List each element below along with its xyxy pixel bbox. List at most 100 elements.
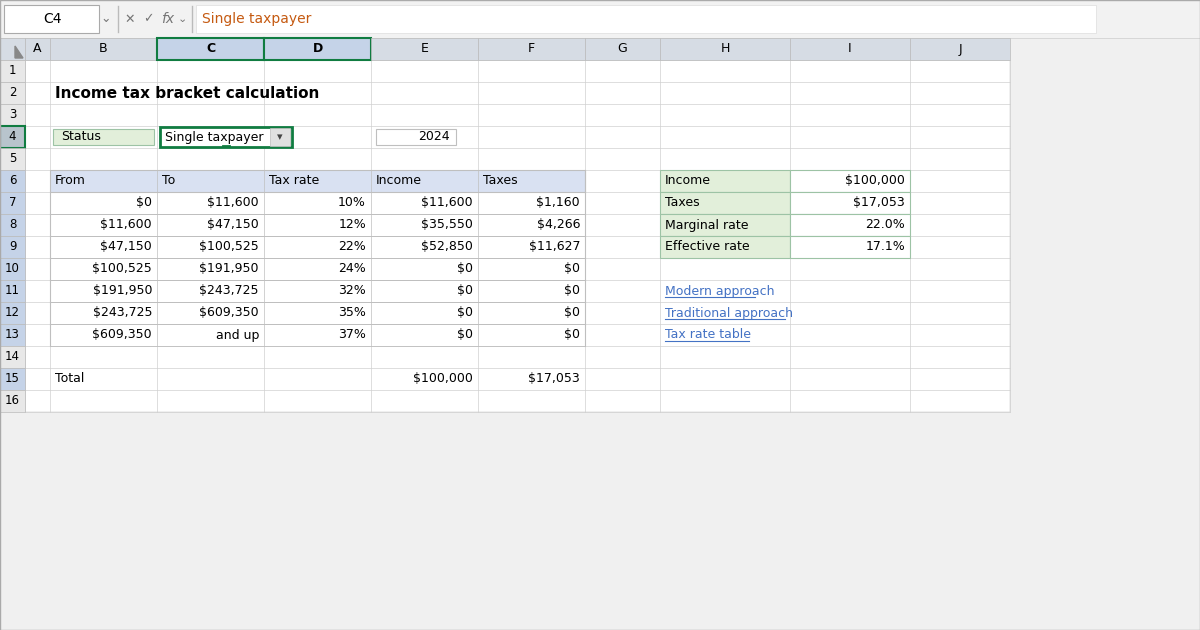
Bar [586,38,660,60]
Text: $17,053: $17,053 [853,197,905,210]
Bar [0,104,25,126]
Bar [50,170,586,192]
Text: 10: 10 [5,263,20,275]
Text: $191,950: $191,950 [199,263,259,275]
Text: Taxes: Taxes [482,175,517,188]
Bar [376,129,456,145]
Bar [371,38,478,60]
Bar [4,5,98,33]
Bar [478,38,586,60]
Text: 6: 6 [8,175,17,188]
Text: $100,525: $100,525 [92,263,152,275]
Bar [790,38,910,60]
Text: $100,000: $100,000 [413,372,473,386]
Text: Tax rate table: Tax rate table [665,328,751,341]
Bar [0,236,25,258]
Bar [25,60,1010,412]
Text: $243,725: $243,725 [199,285,259,297]
Text: A: A [34,42,42,55]
Text: $35,550: $35,550 [421,219,473,231]
Bar [660,214,790,236]
Bar [660,170,790,192]
Text: $52,850: $52,850 [421,241,473,253]
Bar [660,236,790,258]
Text: 16: 16 [5,394,20,408]
Text: $11,600: $11,600 [101,219,152,231]
Text: F: F [528,42,535,55]
Text: $4,266: $4,266 [536,219,580,231]
Text: 32%: 32% [338,285,366,297]
Text: 15: 15 [5,372,20,386]
Text: 37%: 37% [338,328,366,341]
Bar [790,236,910,258]
Text: $0: $0 [564,263,580,275]
Text: $191,950: $191,950 [92,285,152,297]
Bar [790,192,910,214]
Text: 2024: 2024 [419,130,450,144]
Text: ✕: ✕ [125,13,136,25]
Text: Single taxpayer: Single taxpayer [202,12,311,26]
Text: Income tax bracket calculation: Income tax bracket calculation [55,86,319,101]
Bar [0,324,25,346]
Text: D: D [312,42,323,55]
Bar [0,60,25,82]
Text: $609,350: $609,350 [199,307,259,319]
Text: Effective rate: Effective rate [665,241,750,253]
Bar [50,236,586,258]
Text: 3: 3 [8,108,16,122]
Bar [0,280,25,302]
Text: Income: Income [665,175,710,188]
Text: $100,525: $100,525 [199,241,259,253]
Bar [264,38,371,60]
Bar [50,192,586,214]
Bar [660,38,790,60]
Text: From: From [55,175,86,188]
Text: B: B [100,42,108,55]
Bar [790,170,910,192]
Text: 12%: 12% [338,219,366,231]
Text: Taxes: Taxes [665,197,700,210]
Text: 22%: 22% [338,241,366,253]
Text: $0: $0 [457,285,473,297]
Text: $47,150: $47,150 [208,219,259,231]
Bar [660,192,790,214]
Text: 7: 7 [8,197,17,210]
Text: G: G [618,42,628,55]
Text: $0: $0 [457,307,473,319]
Bar [270,128,290,146]
Bar [160,127,292,147]
Text: 24%: 24% [338,263,366,275]
Text: 1: 1 [8,64,17,77]
Text: $17,053: $17,053 [528,372,580,386]
Text: 12: 12 [5,307,20,319]
Text: $0: $0 [457,328,473,341]
Text: Income: Income [376,175,422,188]
Text: $11,600: $11,600 [208,197,259,210]
Text: 13: 13 [5,328,20,341]
Bar [0,346,25,368]
Bar [50,302,586,324]
Text: 35%: 35% [338,307,366,319]
Bar [53,129,154,145]
Bar [50,258,586,280]
Text: Marginal rate: Marginal rate [665,219,749,231]
Text: J: J [958,42,962,55]
Text: $0: $0 [457,263,473,275]
Bar [50,214,586,236]
Text: To: To [162,175,175,188]
Polygon shape [14,46,23,58]
Bar [50,38,157,60]
Bar [25,38,50,60]
Text: Modern approach: Modern approach [665,285,774,297]
Bar [0,214,25,236]
Text: 8: 8 [8,219,16,231]
Text: E: E [420,42,428,55]
Bar [0,258,25,280]
Text: ⌄: ⌄ [178,14,187,24]
Bar [50,280,586,302]
Text: C: C [206,42,215,55]
Text: ▾: ▾ [277,132,283,142]
Text: 14: 14 [5,350,20,364]
Bar [0,170,25,192]
Text: Traditional approach: Traditional approach [665,307,793,319]
